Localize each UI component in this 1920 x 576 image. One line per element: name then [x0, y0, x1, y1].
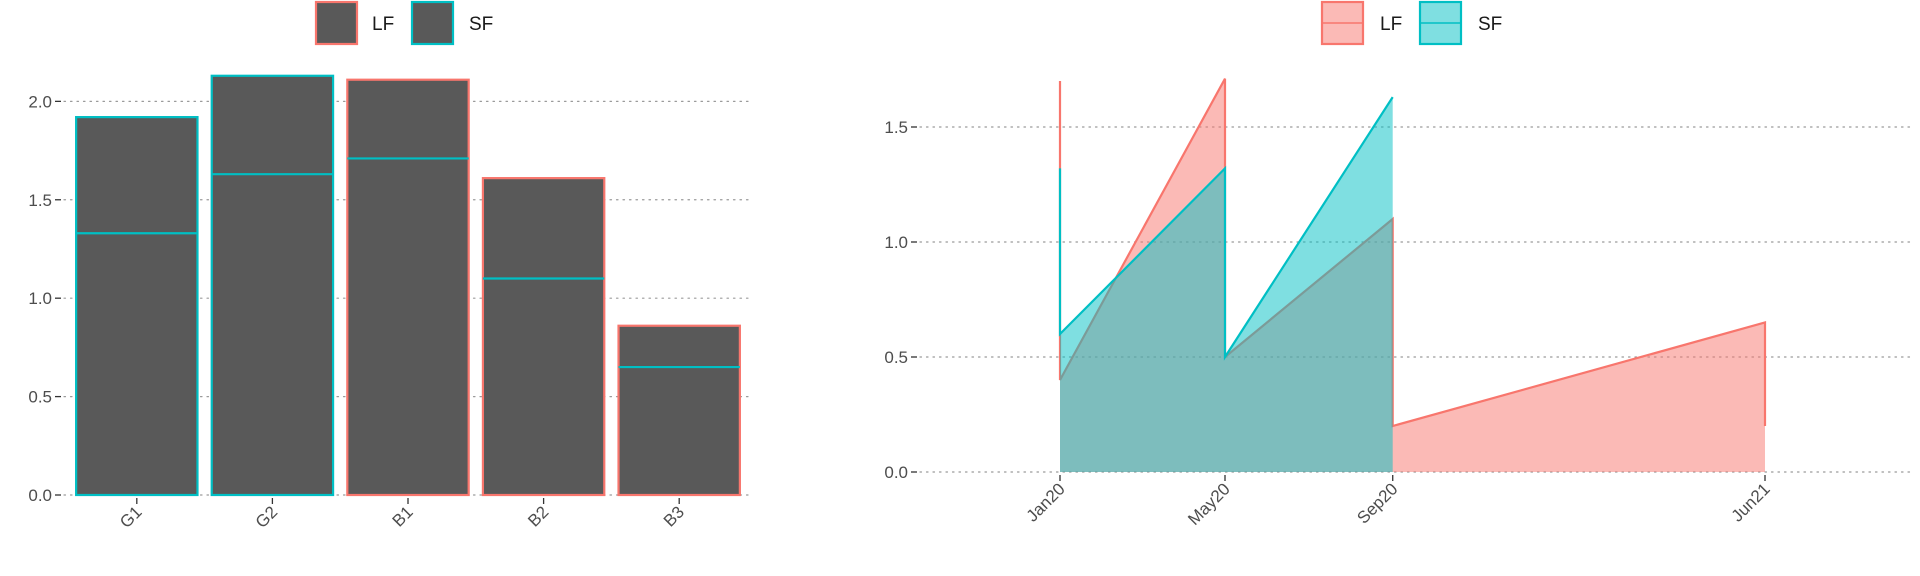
- area-chart-panel: LF SF 0.0 0.5 1.0 1.5 Jan20 May20 Sep20 Jun21: [884, 0, 1911, 529]
- legend-label-sf: SF: [469, 14, 493, 35]
- bar-g2: [210, 74, 335, 497]
- line-sf: [1058, 96, 1394, 361]
- x-tick-label: B1: [389, 502, 417, 530]
- x-tick-label: G1: [116, 502, 145, 531]
- legend-key-lf: [314, 0, 359, 46]
- x-tick-label: Jan20: [1023, 479, 1069, 525]
- bar-chart-y-axis: 0.0 0.5 1.0 1.5 2.0: [28, 92, 61, 505]
- x-tick-label: May20: [1184, 479, 1234, 529]
- legend-item-sf[interactable]: SF: [410, 0, 493, 46]
- legend-item-sf[interactable]: SF: [1418, 0, 1502, 46]
- y-tick-label: 1.5: [28, 191, 52, 210]
- x-tick-label: Sep20: [1353, 479, 1401, 527]
- y-tick-label: 0.5: [884, 348, 908, 367]
- y-tick-label: 1.0: [884, 233, 908, 252]
- bar-chart-x-axis: G1 G2 B1 B2 B3: [116, 498, 688, 532]
- legend-key-sf: [410, 0, 455, 46]
- area-chart-x-axis: Jan20 May20 Sep20 Jun21: [1023, 475, 1774, 529]
- bar-b2: [481, 177, 606, 497]
- x-tick-label: B2: [524, 502, 552, 530]
- area-chart-y-axis: 0.0 0.5 1.0 1.5: [884, 118, 917, 482]
- bar-chart-bars: [75, 74, 741, 497]
- x-tick-label: G2: [252, 502, 281, 531]
- y-tick-label: 1.0: [28, 289, 52, 308]
- bar-chart-legend: LF SF: [314, 0, 493, 46]
- area-sf: [1060, 97, 1393, 472]
- area-chart-legend: LF SF: [1320, 0, 1502, 46]
- bar-b1: [346, 78, 470, 497]
- x-tick-label: Jun21: [1728, 479, 1774, 525]
- bar-chart-panel: LF SF 0.0 0.5 1.0 1.5 2.0 G1 G2 B1 B2 B3: [28, 0, 753, 532]
- x-tick-label: B3: [660, 502, 688, 530]
- bar-g1: [75, 116, 199, 497]
- legend-item-lf[interactable]: LF: [1320, 0, 1402, 46]
- legend-item-lf[interactable]: LF: [314, 0, 394, 46]
- y-tick-label: 2.0: [28, 92, 52, 111]
- legend-label-lf: LF: [1380, 14, 1402, 35]
- area-chart-areas: [1058, 78, 1767, 472]
- y-tick-label: 0.0: [884, 463, 908, 482]
- y-tick-label: 0.0: [28, 486, 52, 505]
- legend-label-lf: LF: [372, 14, 394, 35]
- y-tick-label: 0.5: [28, 388, 52, 407]
- legend-label-sf: SF: [1478, 14, 1502, 35]
- bar-b3: [617, 324, 741, 497]
- y-tick-label: 1.5: [884, 118, 908, 137]
